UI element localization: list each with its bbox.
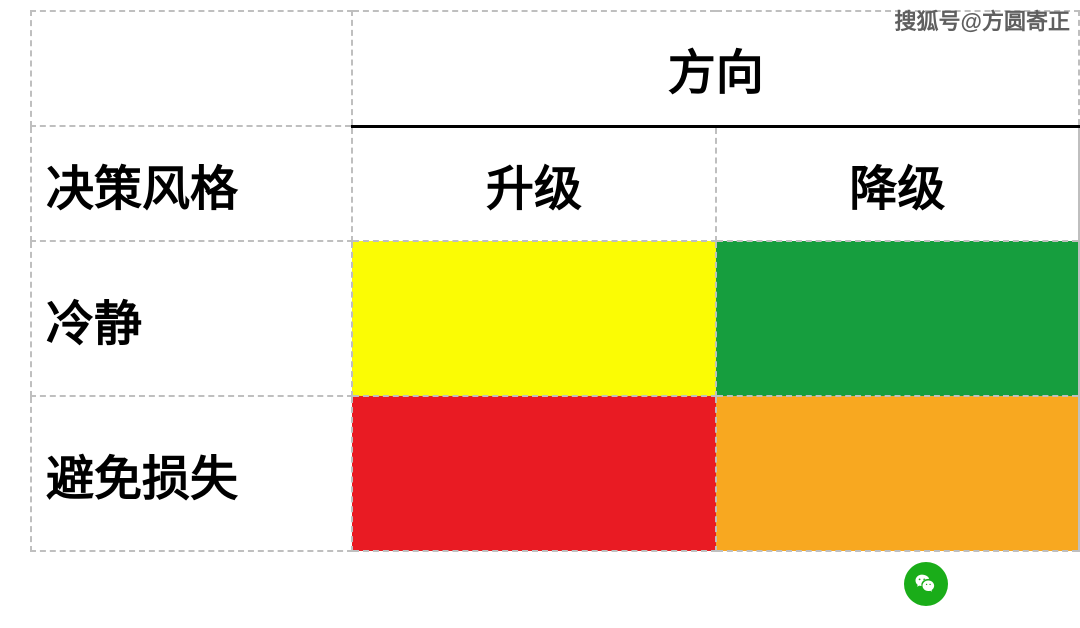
col-header-downgrade: 降级: [716, 126, 1079, 241]
decision-matrix-table: 方向 决策风格 升级 降级 冷静 避免损失: [30, 10, 1080, 552]
row-label-avoid-loss: 避免损失: [31, 396, 352, 551]
cell-avoid-loss-downgrade: [716, 396, 1079, 551]
cell-calm-upgrade: [352, 241, 715, 396]
watermark-bottom-text: 兵推天下: [956, 566, 1060, 603]
cell-avoid-loss-upgrade: [352, 396, 715, 551]
row-label-header: 决策风格: [31, 126, 352, 241]
watermark-bottom: 兵推天下: [904, 562, 1060, 606]
cell-calm-downgrade: [716, 241, 1079, 396]
wechat-icon: [904, 562, 948, 606]
empty-corner-cell: [31, 11, 352, 126]
row-label-calm: 冷静: [31, 241, 352, 396]
col-header-upgrade: 升级: [352, 126, 715, 241]
watermark-top: 搜狐号@方圆寄正: [895, 4, 1070, 36]
